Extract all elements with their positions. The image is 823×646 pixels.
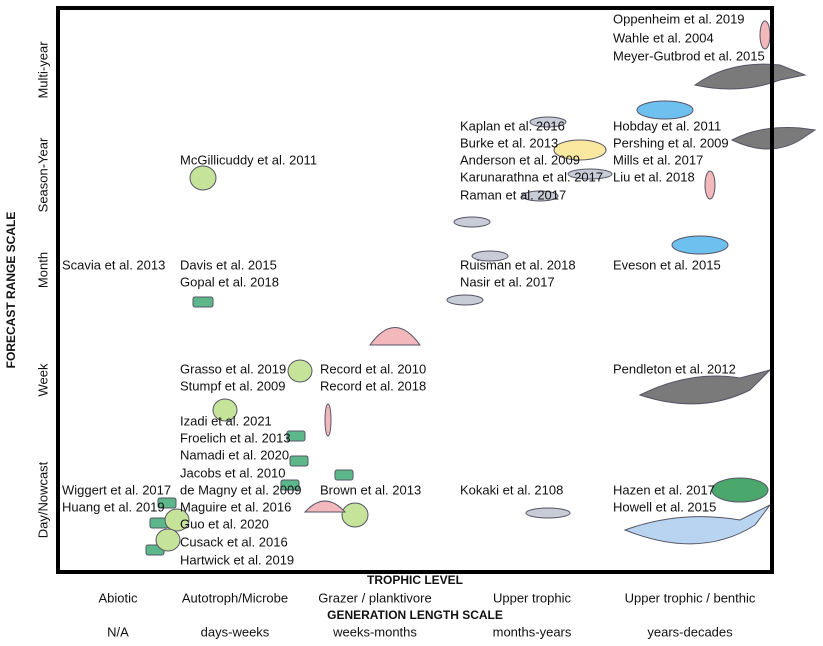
citation: Pershing et al. 2009 xyxy=(613,135,729,150)
x-axis-second-title: GENERATION LENGTH SCALE xyxy=(327,608,503,622)
y-label: Season-Year xyxy=(35,137,50,212)
citation: Mills et al. 2017 xyxy=(613,152,703,167)
citation: Froelich et al. 2013 xyxy=(180,430,291,445)
citation: Gopal et al. 2018 xyxy=(180,274,279,289)
x-label: Upper trophic xyxy=(493,590,572,605)
citation: Karunarathna et al. 2017 xyxy=(460,169,603,184)
citation: Meyer-Gutbrod et al. 2015 xyxy=(613,48,765,63)
citation: Cusack et al. 2016 xyxy=(180,534,288,549)
x-label: Grazer / planktivore xyxy=(318,590,431,605)
citation: Hobday et al. 2011 xyxy=(613,118,721,133)
citation: Kaplan et al. 2016 xyxy=(460,118,565,133)
citation: Stumpf et al. 2009 xyxy=(180,378,286,393)
citation: Nasir et al. 2017 xyxy=(460,274,555,289)
y-label: Week xyxy=(35,363,50,396)
x-axis-title: TROPHIC LEVEL xyxy=(367,573,463,587)
citation: Record et al. 2018 xyxy=(320,378,426,393)
y-label: Month xyxy=(35,252,50,288)
citation: Kokaki et al. 2108 xyxy=(460,482,563,497)
citation: Howell et al. 2015 xyxy=(613,499,716,514)
x-label: Abiotic xyxy=(98,590,138,605)
x-second-label: months-years xyxy=(493,624,572,639)
x-second-label: weeks-months xyxy=(332,624,417,639)
citation: Guo et al. 2020 xyxy=(180,516,269,531)
citation: Wahle et al. 2004 xyxy=(613,30,714,45)
citation: Maguire et al. 2016 xyxy=(180,499,291,514)
citation: Eveson et al. 2015 xyxy=(613,257,721,272)
citation: Huang et al. 2019 xyxy=(62,499,165,514)
citation: Hazen et al. 2017 xyxy=(613,482,715,497)
citation: Hartwick et al. 2019 xyxy=(180,552,294,567)
citation: Pendleton et al. 2012 xyxy=(613,361,736,376)
citation: de Magny et al. 2009 xyxy=(180,482,301,497)
citation: Scavia et al. 2013 xyxy=(62,257,165,272)
citation: Grasso et al. 2019 xyxy=(180,361,286,376)
icons xyxy=(145,20,817,556)
citation: Oppenheim et al. 2019 xyxy=(613,11,745,26)
citation: Record et al. 2010 xyxy=(320,361,426,376)
citation: McGillicuddy et al. 2011 xyxy=(180,152,317,167)
y-label: Day/Nowcast xyxy=(35,461,50,538)
citation: Liu et al. 2018 xyxy=(613,169,695,184)
x-label: Upper trophic / benthic xyxy=(625,590,756,605)
citation: Izadi et al. 2021 xyxy=(180,413,272,428)
frame xyxy=(56,6,774,574)
citation: Wiggert et al. 2017 xyxy=(62,482,171,497)
x-label: Autotroph/Microbe xyxy=(182,590,288,605)
x-second-label: N/A xyxy=(107,624,129,639)
x-second-label: years-decades xyxy=(647,624,733,639)
citation: Ruisman et al. 2018 xyxy=(460,257,576,272)
citation: Jacobs et al. 2010 xyxy=(180,465,286,480)
x-second-label: days-weeks xyxy=(201,624,270,639)
citation: Brown et al. 2013 xyxy=(320,482,421,497)
y-axis-title: FORECAST RANGE SCALE xyxy=(4,212,18,369)
y-label: Multi-year xyxy=(35,41,50,99)
citation: Davis et al. 2015 xyxy=(180,257,277,272)
citation: Raman et al. 2017 xyxy=(460,187,566,202)
citation: Burke et al. 2013 xyxy=(460,135,558,150)
citation: Namadi et al. 2020 xyxy=(180,447,289,462)
citation: Anderson et al. 2009 xyxy=(460,152,580,167)
